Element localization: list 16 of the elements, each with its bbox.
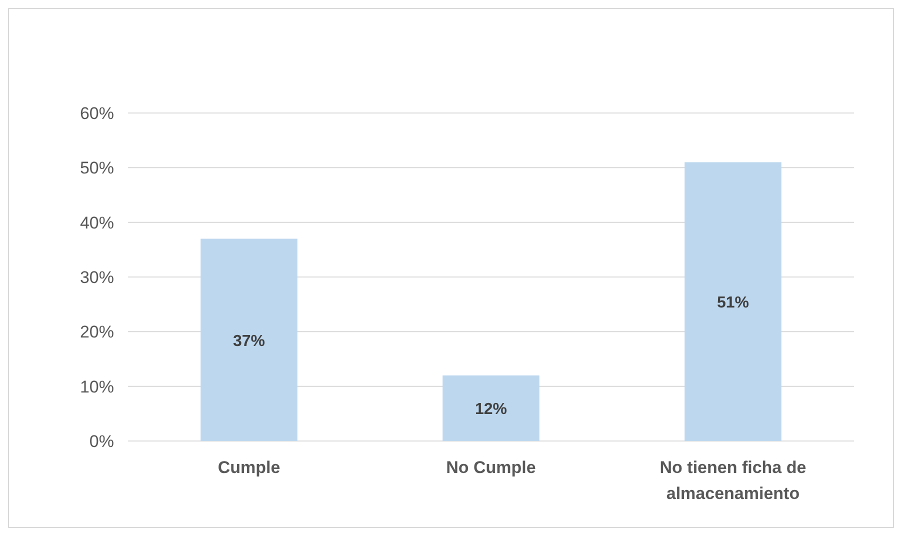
y-tick-label: 20% xyxy=(80,322,114,342)
x-tick-label: Cumple xyxy=(218,458,280,477)
x-tick-label: No Cumple xyxy=(446,458,536,477)
x-tick-label: No tienen ficha de almacenamiento xyxy=(660,458,806,503)
y-tick-label: 40% xyxy=(80,213,114,232)
data-label: 51% xyxy=(716,294,750,312)
y-tick-label: 60% xyxy=(80,104,114,123)
bar xyxy=(200,238,298,441)
bar xyxy=(442,375,540,441)
bar xyxy=(684,162,782,441)
y-tick-label: 0% xyxy=(89,432,114,451)
y-tick-label: 30% xyxy=(80,268,114,287)
y-tick-label: 50% xyxy=(80,158,114,178)
data-label: 37% xyxy=(232,332,266,350)
data-label: 12% xyxy=(474,401,508,418)
y-tick-label: 10% xyxy=(80,377,114,396)
